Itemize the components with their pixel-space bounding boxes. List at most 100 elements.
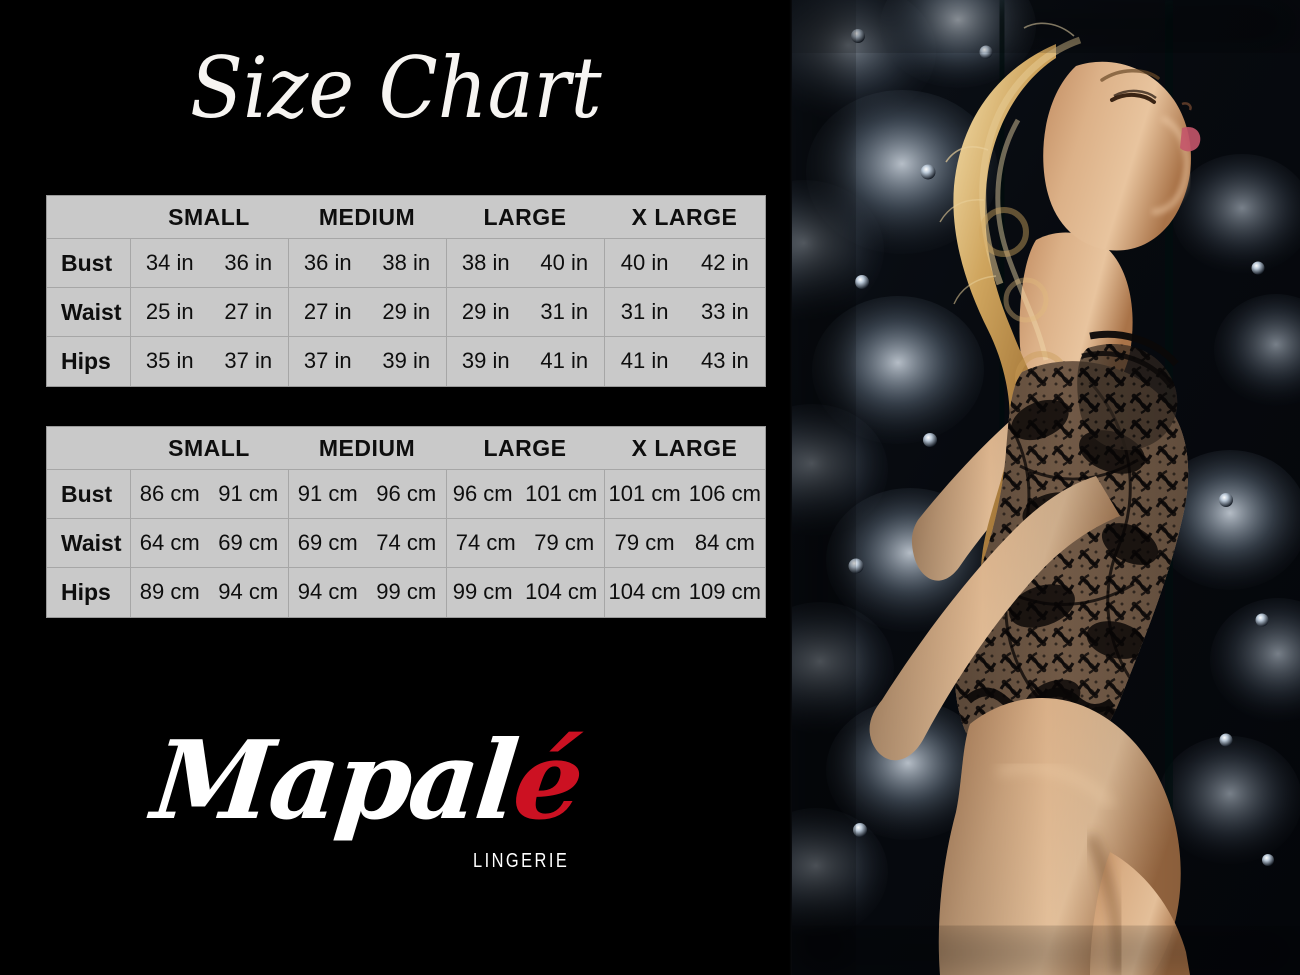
cell-waist-large: 74 cm 79 cm [446, 518, 605, 568]
value-max: 37 in [224, 348, 273, 374]
size-table-inches: SMALL MEDIUM LARGE X LARGE Bust 34 in 36 … [47, 196, 765, 386]
value-min: 27 in [303, 299, 352, 324]
value-min: 41 in [620, 348, 669, 374]
value-min: 89 cm [139, 579, 200, 605]
value-min: 40 in [620, 250, 669, 275]
cell-bust-small: 86 cm 91 cm [130, 469, 289, 519]
value-max: 42 in [701, 250, 749, 275]
header-corner [47, 196, 130, 239]
value-max: 74 cm [376, 530, 437, 555]
cell-waist-x-large: 31 in 33 in [604, 287, 765, 337]
row-label-hips: Hips [47, 567, 131, 617]
header-large: LARGE [446, 196, 604, 239]
table-row: Bust 86 cm 91 cm 91 cm 96 cm 96 cm 101 cm 1… [47, 469, 765, 519]
value-min: 39 in [461, 348, 510, 374]
value-min: 36 in [303, 250, 352, 275]
brand-tagline: LINGERIE [473, 850, 570, 872]
value-max: 106 cm [688, 481, 761, 506]
cell-waist-large: 29 in 31 in [446, 287, 605, 337]
table-row: Bust 34 in 36 in 36 in 38 in 38 in 40 in 40… [47, 238, 765, 288]
model-photo [790, 0, 1300, 975]
header-corner [47, 427, 130, 470]
value-max: 91 cm [218, 481, 279, 506]
value-min: 86 cm [139, 481, 200, 506]
table-header-row: SMALL MEDIUM LARGE X LARGE [47, 196, 765, 239]
panel-divider [786, 0, 792, 975]
value-max: 43 in [701, 348, 749, 374]
value-max: 101 cm [525, 481, 598, 506]
brand-wordmark: Mapalé [147, 718, 587, 844]
value-max: 104 cm [525, 579, 598, 605]
cell-hips-medium: 37 in 39 in [288, 336, 447, 386]
value-max: 94 cm [218, 579, 279, 605]
header-x-large: X LARGE [604, 427, 765, 470]
row-label-bust: Bust [47, 469, 131, 519]
cell-hips-small: 89 cm 94 cm [130, 567, 289, 617]
row-label-waist: Waist [47, 287, 131, 337]
cell-waist-medium: 27 in 29 in [288, 287, 447, 337]
table-row: Hips 35 in 37 in 37 in 39 in 39 in 41 in 41… [47, 336, 765, 386]
size-table-centimeters: SMALL MEDIUM LARGE X LARGE Bust 86 cm 91 … [47, 427, 765, 617]
header-small: SMALL [130, 196, 288, 239]
value-max: 33 in [701, 299, 749, 324]
cell-bust-small: 34 in 36 in [130, 238, 289, 288]
cell-bust-large: 96 cm 101 cm [446, 469, 605, 519]
cell-waist-medium: 69 cm 74 cm [288, 518, 447, 568]
value-max: 109 cm [688, 579, 761, 605]
value-min: 104 cm [608, 579, 681, 605]
row-label-bust: Bust [47, 238, 131, 288]
cell-hips-large: 99 cm 104 cm [446, 567, 605, 617]
value-min: 96 cm [452, 481, 513, 506]
cell-bust-medium: 91 cm 96 cm [288, 469, 447, 519]
table-row: Waist 25 in 27 in 27 in 29 in 29 in 31 in 3… [47, 287, 765, 337]
model-photo-illustration [790, 0, 1300, 975]
cell-bust-x-large: 40 in 42 in [604, 238, 765, 288]
cell-hips-medium: 94 cm 99 cm [288, 567, 447, 617]
table-header-inches: SMALL MEDIUM LARGE X LARGE [47, 196, 765, 239]
value-min: 91 cm [297, 481, 358, 506]
row-label-waist: Waist [47, 518, 131, 568]
cell-waist-x-large: 79 cm 84 cm [604, 518, 765, 568]
value-max: 38 in [382, 250, 431, 275]
table-row: Hips 89 cm 94 cm 94 cm 99 cm 99 cm 104 cm 1… [47, 567, 765, 617]
table-header-row: SMALL MEDIUM LARGE X LARGE [47, 427, 765, 470]
cell-hips-x-large: 41 in 43 in [604, 336, 765, 386]
value-max: 41 in [540, 348, 589, 374]
header-small: SMALL [130, 427, 288, 470]
cell-bust-large: 38 in 40 in [446, 238, 605, 288]
value-min: 64 cm [139, 530, 200, 555]
cell-hips-x-large: 104 cm 109 cm [604, 567, 765, 617]
value-max: 39 in [382, 348, 431, 374]
value-max: 99 cm [376, 579, 437, 605]
value-min: 37 in [303, 348, 352, 374]
value-min: 38 in [461, 250, 510, 275]
header-x-large: X LARGE [604, 196, 765, 239]
cell-bust-medium: 36 in 38 in [288, 238, 447, 288]
value-max: 36 in [224, 250, 273, 275]
cell-hips-large: 39 in 41 in [446, 336, 605, 386]
row-label-hips: Hips [47, 336, 131, 386]
cell-waist-small: 25 in 27 in [130, 287, 289, 337]
value-min: 74 cm [455, 530, 516, 555]
value-min: 69 cm [297, 530, 358, 555]
value-min: 94 cm [297, 579, 358, 605]
value-max: 69 cm [218, 530, 279, 555]
value-min: 35 in [145, 348, 194, 374]
cell-bust-x-large: 101 cm 106 cm [604, 469, 765, 519]
value-min: 79 cm [614, 530, 675, 555]
value-max: 27 in [224, 299, 273, 324]
value-max: 96 cm [376, 481, 437, 506]
value-max: 84 cm [694, 530, 755, 555]
value-max: 29 in [382, 299, 431, 324]
header-medium: MEDIUM [288, 427, 446, 470]
header-large: LARGE [446, 427, 604, 470]
value-min: 31 in [620, 299, 669, 324]
page-title: Size Chart [190, 39, 602, 137]
table-header-centimeters: SMALL MEDIUM LARGE X LARGE [47, 427, 765, 470]
value-min: 34 in [145, 250, 194, 275]
value-min: 101 cm [608, 481, 681, 506]
brand-name-accent: é [507, 718, 587, 844]
value-max: 31 in [540, 299, 589, 324]
brand-name-main: Mapal [146, 718, 522, 844]
cell-hips-small: 35 in 37 in [130, 336, 289, 386]
